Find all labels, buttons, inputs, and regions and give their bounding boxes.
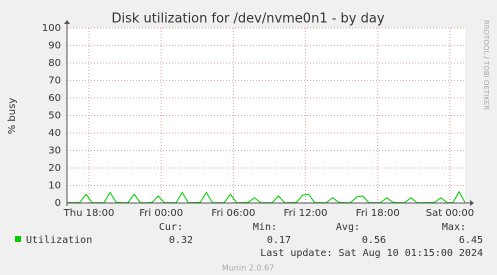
x-tick-label: Thu 18:00 bbox=[63, 208, 115, 219]
y-tick-label: 90 bbox=[48, 41, 61, 52]
y-axis-arrow bbox=[64, 20, 70, 24]
stat-value: 0.32 bbox=[169, 235, 193, 246]
x-tick-label: Fri 06:00 bbox=[211, 208, 255, 219]
y-axis-label: % busy bbox=[7, 98, 18, 135]
stat-value: 0.17 bbox=[267, 235, 291, 246]
chart-title: Disk utilization for /dev/nvme0n1 - by d… bbox=[111, 12, 384, 27]
x-tick-label: Sat 00:00 bbox=[426, 208, 474, 219]
y-tick-label: 100 bbox=[42, 23, 61, 34]
stat-value: 6.45 bbox=[459, 235, 483, 246]
legend-stats: Cur: 0.32 Min: 0.17 Avg:0.56 Max: 6.45 bbox=[159, 222, 483, 246]
stat-label: Cur: bbox=[159, 222, 183, 233]
x-tick-label: Fri 12:00 bbox=[284, 208, 328, 219]
stat-label: Avg: bbox=[336, 222, 360, 233]
stat-value: 0.56 bbox=[362, 235, 386, 246]
footer: Munin 2.0.67 bbox=[222, 264, 274, 273]
y-tick-label: 30 bbox=[48, 146, 61, 157]
legend-swatch bbox=[15, 236, 21, 242]
legend-label: Utilization bbox=[26, 235, 92, 246]
y-tick-label: 50 bbox=[48, 111, 61, 122]
y-tick-label: 40 bbox=[48, 128, 61, 139]
grid bbox=[67, 27, 465, 204]
x-tick-label: Fri 00:00 bbox=[139, 208, 183, 219]
last-update: Last update: Sat Aug 10 01:15:00 2024 bbox=[260, 248, 483, 259]
stat-label: Min: bbox=[253, 222, 277, 233]
watermark: RRDTOOL / TOBI OETIKER bbox=[482, 20, 490, 110]
x-tick-label: Fri 18:00 bbox=[356, 208, 400, 219]
y-tick-label: 20 bbox=[48, 163, 61, 174]
y-tick-label: 80 bbox=[48, 58, 61, 69]
y-tick-label: 70 bbox=[48, 76, 61, 87]
y-tick-label: 10 bbox=[48, 181, 61, 192]
y-tick-label: 60 bbox=[48, 93, 61, 104]
stat-label: Max: bbox=[442, 222, 466, 233]
x-axis-arrow bbox=[470, 200, 474, 206]
y-tick-label: 0 bbox=[55, 198, 61, 209]
